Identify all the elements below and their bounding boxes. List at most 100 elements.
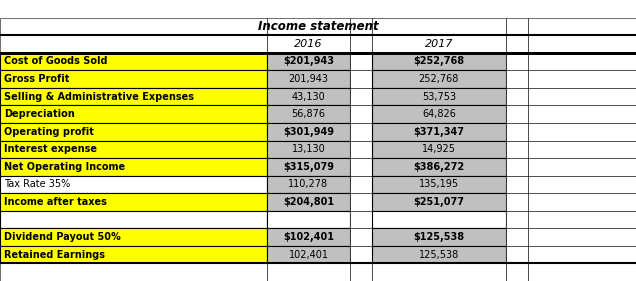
Bar	[372, 176, 506, 193]
Bar	[267, 211, 350, 228]
Bar	[528, 123, 636, 140]
Text: 56,876: 56,876	[291, 109, 326, 119]
Text: Cost of Goods Sold: Cost of Goods Sold	[4, 56, 107, 67]
Bar	[506, 53, 528, 70]
Text: $204,801: $204,801	[283, 197, 334, 207]
Text: 102,401: 102,401	[289, 250, 328, 260]
Text: $252,768: $252,768	[413, 56, 464, 67]
Bar	[267, 53, 350, 70]
Text: 110,278: 110,278	[288, 179, 329, 189]
Bar	[350, 176, 372, 193]
Text: Depreciation: Depreciation	[4, 109, 74, 119]
Bar	[506, 35, 528, 53]
Bar	[0, 228, 267, 246]
Text: 135,195: 135,195	[418, 179, 459, 189]
Bar	[0, 176, 267, 193]
Bar	[528, 53, 636, 70]
Bar	[506, 0, 528, 17]
Text: 201,943: 201,943	[289, 74, 328, 84]
Bar	[528, 35, 636, 53]
Bar	[0, 17, 636, 35]
Bar	[350, 123, 372, 140]
Text: Net Operating Income: Net Operating Income	[4, 162, 125, 172]
Bar	[350, 193, 372, 211]
Bar	[350, 70, 372, 88]
Bar	[350, 228, 372, 246]
Bar	[350, 53, 372, 70]
Bar	[267, 105, 350, 123]
Text: 2016: 2016	[294, 39, 322, 49]
Text: Gross Profit: Gross Profit	[4, 74, 69, 84]
Bar	[267, 158, 350, 176]
Text: 64,826: 64,826	[422, 109, 456, 119]
Bar	[0, 70, 267, 88]
Text: $301,949: $301,949	[283, 127, 334, 137]
Text: Retained Earnings: Retained Earnings	[4, 250, 105, 260]
Text: Income statement: Income statement	[258, 20, 378, 33]
Bar	[0, 105, 267, 123]
Text: Interest expense: Interest expense	[4, 144, 97, 154]
Bar	[350, 158, 372, 176]
Bar	[528, 211, 636, 228]
Bar	[0, 193, 267, 211]
Bar	[267, 140, 350, 158]
Bar	[267, 264, 350, 281]
Bar	[350, 0, 372, 17]
Bar	[372, 246, 506, 264]
Bar	[528, 176, 636, 193]
Text: 14,925: 14,925	[422, 144, 456, 154]
Bar	[506, 193, 528, 211]
Bar	[528, 264, 636, 281]
Bar	[0, 123, 267, 140]
Bar	[267, 176, 350, 193]
Text: Tax Rate 35%: Tax Rate 35%	[4, 179, 70, 189]
Bar	[506, 88, 528, 105]
Bar	[528, 228, 636, 246]
Bar	[0, 17, 267, 35]
Bar	[506, 246, 528, 264]
Bar	[506, 123, 528, 140]
Text: $371,347: $371,347	[413, 127, 464, 137]
Text: 53,753: 53,753	[422, 92, 456, 102]
Text: 43,130: 43,130	[291, 92, 326, 102]
Bar	[0, 0, 267, 17]
Bar	[506, 17, 528, 35]
Bar	[506, 158, 528, 176]
Bar	[350, 105, 372, 123]
Bar	[528, 17, 636, 35]
Bar	[267, 88, 350, 105]
Bar	[350, 211, 372, 228]
Text: $386,272: $386,272	[413, 162, 464, 172]
Bar	[506, 264, 528, 281]
Bar	[267, 193, 350, 211]
Text: Operating profit: Operating profit	[4, 127, 93, 137]
Bar	[506, 140, 528, 158]
Bar	[372, 35, 506, 53]
Bar	[506, 105, 528, 123]
Bar	[372, 193, 506, 211]
Bar	[528, 88, 636, 105]
Bar	[267, 228, 350, 246]
Bar	[528, 105, 636, 123]
Bar	[267, 0, 350, 17]
Bar	[0, 35, 267, 53]
Text: 125,538: 125,538	[418, 250, 459, 260]
Bar	[372, 140, 506, 158]
Text: Dividend Payout 50%: Dividend Payout 50%	[4, 232, 121, 242]
Bar	[267, 35, 350, 53]
Bar	[350, 88, 372, 105]
Bar	[372, 264, 506, 281]
Bar	[350, 17, 372, 35]
Text: $315,079: $315,079	[283, 162, 334, 172]
Bar	[372, 88, 506, 105]
Bar	[372, 211, 506, 228]
Bar	[528, 246, 636, 264]
Text: $102,401: $102,401	[283, 232, 334, 242]
Bar	[528, 0, 636, 17]
Bar	[528, 193, 636, 211]
Bar	[267, 17, 350, 35]
Bar	[506, 70, 528, 88]
Bar	[528, 70, 636, 88]
Bar	[350, 35, 372, 53]
Bar	[0, 53, 267, 70]
